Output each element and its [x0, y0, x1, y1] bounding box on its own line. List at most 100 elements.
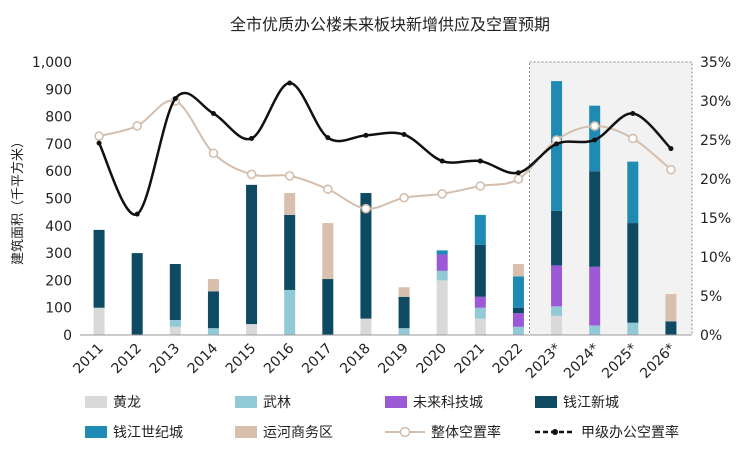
grade-a-vacancy-point — [401, 132, 407, 138]
legend-label: 运河商务区 — [263, 425, 333, 441]
y-tick-label: 800 — [45, 110, 72, 126]
legend-item: 未来科技城 — [385, 390, 483, 414]
y-tick-label: 400 — [45, 219, 72, 235]
overall-vacancy-point — [589, 121, 600, 131]
bar-segment — [474, 214, 486, 245]
legend-label: 武林 — [263, 395, 291, 411]
bar-segment — [322, 223, 334, 280]
overall-vacancy-point — [513, 174, 524, 184]
legend-line-marker — [535, 429, 575, 435]
y-axis-ticks: 0 100 200 300 400 500 600 700 800 900 1,000 — [32, 55, 72, 344]
bar-segment — [436, 270, 448, 281]
bar-segment — [627, 322, 639, 335]
y2-tick-label: 15% — [700, 211, 731, 227]
legend-swatch — [235, 396, 257, 408]
x-tick-label: 2014 — [185, 340, 222, 377]
legend-item: 钱江世纪城 — [85, 420, 183, 444]
x-tick-label: 2020 — [414, 341, 451, 378]
bar-segment — [436, 250, 448, 255]
overall-vacancy-point — [628, 133, 638, 144]
bar-segment — [93, 229, 105, 308]
legend-item: 运河商务区 — [235, 420, 333, 444]
y-tick-label: 200 — [45, 273, 72, 289]
grade-a-vacancy-point — [172, 96, 178, 102]
x-tick-label: 2022 — [490, 341, 527, 378]
legend-label: 黄龙 — [113, 395, 141, 411]
y2-tick-label: 20% — [700, 172, 731, 188]
y-tick-label: 1,000 — [32, 55, 72, 71]
x-tick-label: 2018 — [337, 341, 374, 378]
bar-segment — [207, 291, 219, 329]
bar-segment — [398, 287, 410, 297]
legend-swatch — [385, 396, 407, 408]
overall-vacancy-point — [132, 121, 142, 131]
bar-segment — [93, 307, 105, 335]
bar-segment — [627, 223, 639, 323]
bar-segment — [131, 253, 143, 335]
x-tick-label: 2023* — [523, 341, 564, 382]
bar-segment — [284, 289, 296, 335]
x-tick-label: 2015 — [223, 341, 260, 378]
grade-a-vacancy-point — [592, 137, 598, 143]
x-tick-label: 2017 — [299, 341, 336, 378]
bar-segment — [551, 265, 563, 307]
bar-segment — [551, 210, 563, 266]
x-tick-label: 2025* — [599, 341, 640, 382]
bar-segment — [512, 326, 524, 335]
bar-segment — [627, 161, 639, 224]
bar-segment — [322, 279, 334, 335]
grade-a-vacancy-point — [554, 141, 560, 147]
y2-tick-label: 25% — [700, 133, 731, 149]
legend-item: 武林 — [235, 390, 291, 414]
grade-a-vacancy-point — [477, 158, 483, 164]
legend-swatch — [235, 426, 257, 438]
grade-a-vacancy-point — [668, 146, 674, 152]
overall-vacancy-line — [98, 99, 672, 210]
grade-a-vacancy-point — [325, 135, 331, 141]
legend-swatch — [85, 396, 107, 408]
grade-a-vacancy-point — [287, 80, 293, 86]
overall-vacancy-point — [399, 192, 409, 203]
bar-segment — [436, 254, 448, 271]
x-tick-label: 2016 — [261, 340, 298, 377]
grade-a-vacancy-point — [439, 158, 445, 164]
bar-segment — [512, 313, 524, 327]
x-tick-label: 2026* — [637, 341, 678, 382]
bar-segment — [589, 171, 601, 267]
y2-axis-ticks: 0% 5% 10% 15% 20% 25% 30% 35% — [700, 55, 731, 344]
bar-segment — [589, 266, 601, 326]
legend-item: 黄龙 — [85, 390, 141, 414]
y-tick-label: 500 — [45, 192, 72, 208]
legend-label: 未来科技城 — [413, 395, 483, 411]
overall-vacancy-point — [437, 189, 447, 199]
y2-tick-label: 35% — [700, 55, 731, 71]
bar-segment — [436, 280, 448, 335]
grade-a-vacancy-point — [96, 140, 102, 146]
bar-segment — [665, 321, 677, 335]
chart-title: 全市优质办公楼未来板块新增供应及空置预期 — [230, 15, 550, 34]
bar-segment — [246, 184, 258, 325]
legend-label: 甲级办公空置率 — [581, 425, 679, 441]
grade-a-vacancy-point — [249, 135, 255, 141]
bar-segment — [169, 319, 181, 327]
bar-segment — [207, 328, 219, 335]
bar-segment — [246, 324, 258, 335]
legend-swatch — [85, 426, 107, 438]
x-tick-label: 2019 — [375, 341, 412, 378]
bar-segment — [284, 193, 296, 215]
bar-segment — [512, 264, 524, 277]
bar-segment — [589, 325, 601, 335]
x-axis-ticks: 2011 2012 2013 2014 2015 2016 2017 2018 2019 2020… — [70, 340, 678, 382]
y2-tick-label: 5% — [700, 289, 722, 305]
y-axis-label: 建筑面积（千平方米） — [10, 135, 26, 265]
bar-segment — [169, 326, 181, 335]
grade-a-vacancy-point — [134, 211, 140, 217]
legend-line-marker — [385, 426, 425, 438]
legend-label: 钱江世纪城 — [113, 425, 183, 441]
y-tick-label: 600 — [45, 164, 72, 180]
bar-segment — [360, 318, 372, 335]
bar-segment — [284, 214, 296, 290]
y-tick-label: 700 — [45, 137, 72, 153]
legend: 黄龙 武林 未来科技城 钱江新城 钱江世纪城 运河商务区 整体空置率 甲级办公空置率 — [85, 390, 725, 460]
